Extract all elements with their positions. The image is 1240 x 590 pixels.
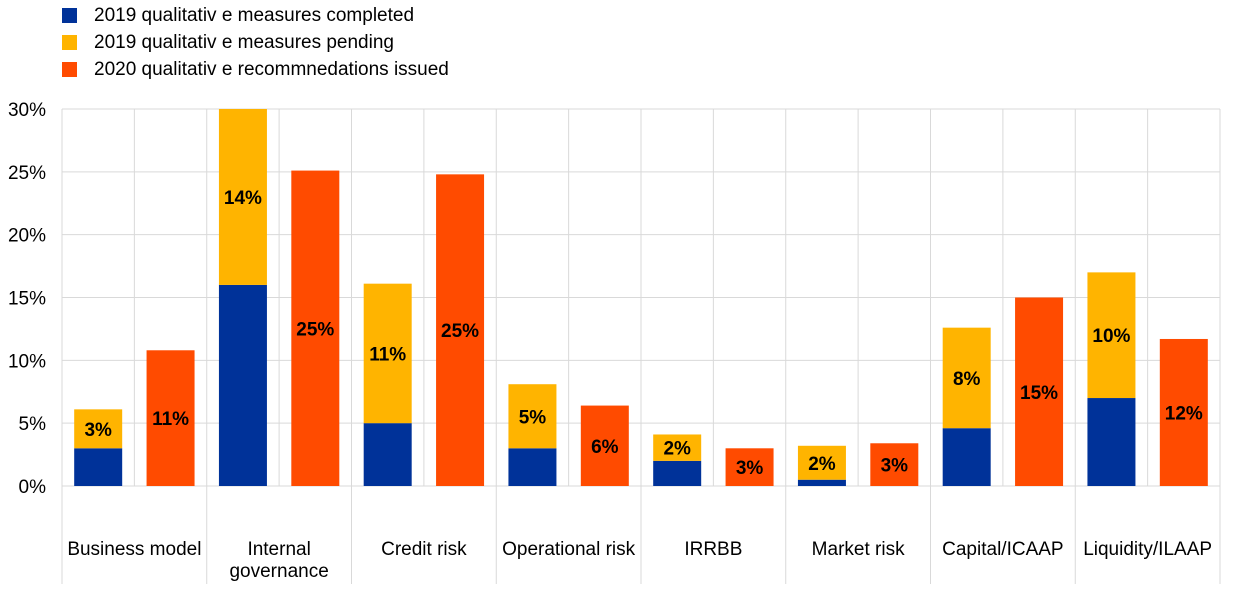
bar-2020-issued (580, 405, 629, 486)
data-label-2020: 3% (736, 458, 764, 479)
bar-2020-issued (146, 350, 195, 486)
x-tick-label-line: governance (229, 561, 328, 582)
x-tick-label: Liquidity/ILAAP (1083, 539, 1212, 560)
bar-2019-completed (942, 428, 991, 486)
y-tick-label: 25% (8, 163, 46, 184)
bar-2019-pending (218, 109, 267, 285)
data-label-2019: 14% (224, 188, 262, 209)
bar-2020-issued (1015, 297, 1064, 486)
bar-2020-issued (291, 170, 340, 486)
y-tick-label: 15% (8, 289, 46, 310)
legend-label-pending: 2019 qualitativ e measures pending (94, 31, 394, 53)
data-label-2020: 3% (881, 456, 909, 477)
x-tick-label: Market risk (812, 539, 905, 560)
data-label-2019: 2% (808, 454, 836, 475)
legend-item-2020: 2020 qualitativ e recommnedations issued (62, 56, 449, 83)
y-tick-label: 30% (8, 100, 46, 121)
bar-2019-completed (218, 284, 267, 486)
chart-legend: 2019 qualitativ e measures completed 201… (62, 2, 449, 83)
x-tick-label: IRRBB (684, 539, 742, 560)
legend-item-pending: 2019 qualitativ e measures pending (62, 29, 449, 56)
bar-2019-completed (1087, 398, 1136, 486)
legend-label-2020: 2020 qualitativ e recommnedations issued (94, 58, 449, 80)
data-label-2020: 25% (441, 321, 479, 342)
data-label-2019: 5% (519, 407, 547, 428)
legend-label-completed: 2019 qualitativ e measures completed (94, 4, 415, 26)
legend-item-completed: 2019 qualitativ e measures completed (62, 2, 449, 29)
bar-2019-completed (653, 460, 702, 486)
bar-2020-issued (870, 443, 919, 486)
data-label-2019: 11% (369, 344, 406, 365)
bar-2019-pending (363, 283, 412, 424)
y-tick-label: 20% (8, 226, 46, 247)
data-label-2019: 8% (953, 369, 981, 390)
y-tick-label: 0% (19, 477, 47, 498)
legend-swatch-pending (62, 35, 77, 50)
bar-2020-issued (1159, 338, 1208, 486)
x-tick-label: Business model (67, 539, 201, 560)
x-tick-label: Capital/ICAAP (942, 539, 1063, 560)
data-label-2019: 2% (663, 439, 691, 460)
x-tick-label-line: Internal (247, 539, 310, 560)
bar-2019-pending (74, 409, 123, 449)
bar-2019-completed (74, 448, 123, 486)
bar-2019-completed (363, 423, 412, 486)
y-tick-label: 10% (8, 351, 46, 372)
data-label-2019: 10% (1092, 326, 1130, 347)
data-label-2020: 12% (1165, 403, 1203, 424)
bar-2019-pending (653, 434, 702, 461)
bar-2019-pending (942, 327, 991, 429)
bar-2019-pending (508, 384, 557, 449)
bar-2020-issued (436, 174, 485, 486)
data-label-2020: 11% (152, 409, 189, 430)
bar-2019-completed (508, 448, 557, 486)
x-tick-label: Internal governance (229, 539, 328, 582)
data-label-2020: 6% (591, 437, 619, 458)
bar-2019-completed (797, 479, 846, 486)
data-label-2019: 3% (84, 420, 112, 441)
bar-2019-pending (1087, 272, 1136, 399)
legend-swatch-completed (62, 8, 77, 23)
data-label-2020: 15% (1020, 383, 1058, 404)
y-tick-label: 5% (19, 414, 47, 435)
x-tick-label: Operational risk (502, 539, 636, 560)
x-tick-label: Credit risk (381, 539, 467, 560)
data-label-2020: 25% (296, 319, 334, 340)
bar-2020-issued (725, 448, 774, 486)
bar-2019-pending (797, 445, 846, 480)
legend-swatch-2020 (62, 62, 77, 77)
